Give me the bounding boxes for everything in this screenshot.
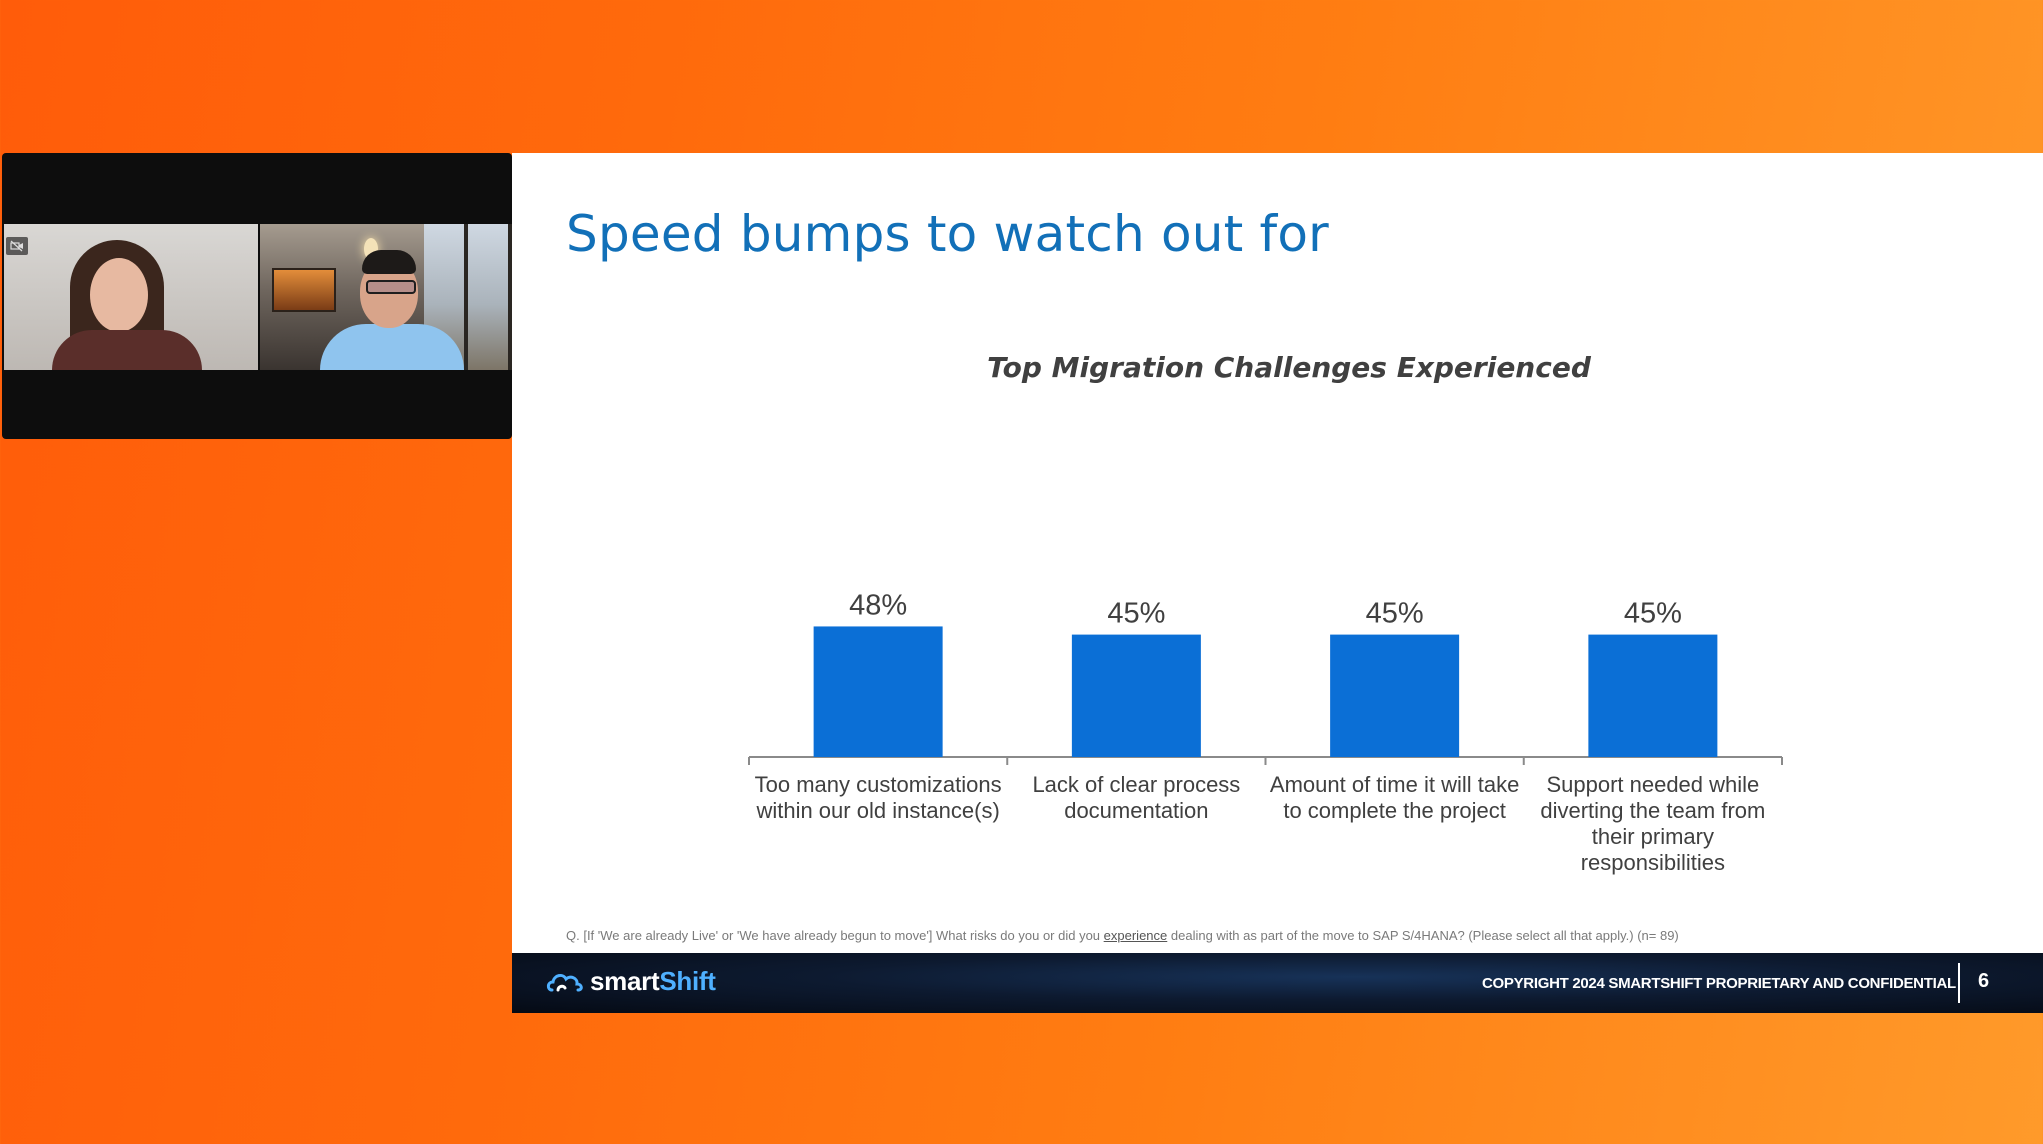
camera-off-icon[interactable]: [6, 237, 28, 255]
participant-video-1[interactable]: [4, 224, 258, 370]
footer-divider: [1958, 963, 1960, 1003]
bar-value-label-2: 45%: [1107, 598, 1165, 630]
footnote-link-experience: experience: [1103, 928, 1168, 943]
bar-value-label-4: 45%: [1624, 598, 1682, 630]
category-label-4: Support needed while diverting the team f…: [1540, 772, 1765, 875]
bar-2: [1071, 634, 1201, 757]
participant-2-body: [320, 324, 464, 370]
presentation-slide: Speed bumps to watch out for Top Migrati…: [512, 153, 2043, 1013]
participant-2-glasses: [366, 280, 416, 294]
copyright-notice: COPYRIGHT 2024 SMARTSHIFT PROPRIETARY AN…: [1482, 975, 1956, 992]
bar-value-label-1: 48%: [849, 589, 907, 621]
brand-name: smartShift: [590, 966, 716, 997]
brand-suffix: Shift: [659, 966, 716, 996]
bar-4: [1588, 634, 1718, 757]
bar-chart: 48% Too many customizations within our old…: [748, 589, 1783, 875]
slide-title: Speed bumps to watch out for: [566, 205, 1329, 263]
brand-prefix: smart: [590, 966, 660, 996]
wall-art: [272, 268, 336, 312]
participant-1-face: [90, 258, 148, 332]
bar-3: [1330, 634, 1460, 757]
footnote-text-before: Q. [If 'We are already Live' or 'We have…: [566, 928, 1104, 943]
category-label-line: within our old instance(s): [755, 798, 999, 823]
category-label-line: Support needed while: [1546, 772, 1759, 797]
category-label-line: responsibilities: [1581, 850, 1725, 875]
category-label-line: documentation: [1064, 798, 1208, 823]
cloud-icon: [546, 973, 583, 991]
category-label-line: diverting the team from: [1540, 798, 1765, 823]
bar-1: [813, 626, 943, 757]
category-label-line: their primary: [1592, 824, 1714, 849]
footnote-text-after: dealing with as part of the move to SAP …: [1167, 928, 1679, 943]
category-label-line: Amount of time it will take: [1270, 772, 1519, 797]
video-panel: [2, 153, 512, 439]
category-label-3: Amount of time it will take to complete t…: [1270, 772, 1519, 823]
category-label-line: Too many customizations: [755, 772, 1002, 797]
category-label-line: Lack of clear process: [1032, 772, 1240, 797]
slide-page-number: 6: [1978, 970, 1990, 992]
category-label-1: Too many customizations within our old in…: [755, 772, 1002, 823]
participant-2-hair: [362, 250, 416, 274]
smartshift-logo: smartShift: [546, 966, 716, 997]
slide-footer: smartShift COPYRIGHT 2024 SMARTSHIFT PRO…: [512, 953, 2043, 1013]
bar-value-label-3: 45%: [1366, 598, 1424, 630]
participant-video-2[interactable]: [260, 224, 512, 370]
survey-footnote: Q. [If 'We are already Live' or 'We have…: [566, 928, 1679, 943]
category-label-2: Lack of clear process documentation: [1032, 772, 1240, 823]
chart-title: Top Migration Challenges Experienced: [987, 351, 1591, 384]
participant-1-body: [52, 330, 202, 370]
category-label-line: to complete the project: [1283, 798, 1506, 823]
